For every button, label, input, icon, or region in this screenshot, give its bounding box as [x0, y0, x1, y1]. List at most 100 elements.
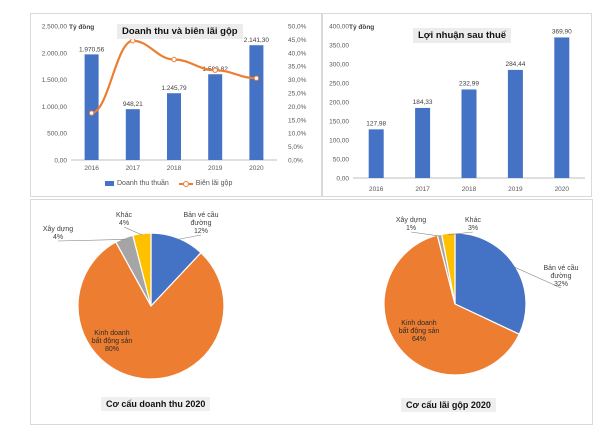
y2-tick-label: 35,0%	[288, 64, 307, 71]
x-tick-label: 2016	[84, 165, 99, 172]
y-tick-label: 0,00	[54, 158, 67, 165]
slice-percent: 12%	[194, 228, 208, 235]
revenue-bar	[167, 93, 181, 160]
y-tick-label: 1.500,00	[42, 77, 68, 84]
revenue-bar	[249, 45, 264, 160]
slice-percent: 3%	[468, 225, 478, 232]
y-tick-label: 350,00	[329, 43, 349, 50]
net-profit-bar	[554, 37, 570, 178]
gross-margin-point	[212, 67, 218, 73]
slice-label: đường	[551, 273, 572, 280]
y-tick-label: 50,00	[333, 157, 350, 164]
y-tick-label: 0,00	[336, 176, 349, 183]
slice-label: Kinh doanh	[401, 320, 437, 327]
x-tick-label: 2019	[208, 165, 223, 172]
x-tick-label: 2017	[415, 186, 430, 193]
leader-line	[177, 234, 202, 240]
bar-value-label: 369,90	[552, 28, 572, 35]
leader-line	[57, 239, 125, 242]
net-profit-bar	[368, 129, 384, 178]
slice-label: Bản vé cầu	[183, 210, 218, 219]
legend-label-margin: Biên lãi gộp	[195, 180, 233, 187]
revenue-margin-chart: 0,00 500,00 1.000,00 1.500,00 2.000,00 2.500,…	[30, 13, 322, 197]
y-tick-label: 250,00	[329, 81, 349, 88]
slice-percent: 1%	[406, 225, 416, 232]
bar-value-label: 2.141,30	[244, 37, 270, 44]
slice-percent: 80%	[105, 346, 119, 353]
y2-tick-label: 40,0%	[288, 50, 307, 57]
y-tick-label: 1.000,00	[42, 104, 68, 111]
bar-value-label: 127,98	[366, 120, 386, 127]
legend-swatch-line	[178, 180, 193, 187]
pie-title-revenue: Cơ cấu doanh thu 2020	[101, 397, 211, 411]
bar-value-label: 1.245,79	[161, 85, 187, 92]
bar-value-label: 948,21	[123, 101, 143, 108]
pie-slice	[77, 241, 225, 380]
y2-tick-label: 20,0%	[288, 104, 307, 111]
revenue-bar	[208, 74, 223, 160]
y-tick-label: 200,00	[329, 100, 349, 107]
leader-line	[123, 226, 143, 236]
pie-slice	[454, 232, 527, 336]
slice-percent: 4%	[53, 234, 63, 241]
pie-charts-panel: Bản vé cầu đường 12% Kinh doanh bất động sản…	[30, 199, 593, 425]
legend-label-revenue: Doanh thu thuần	[117, 180, 169, 187]
net-profit-plot: 0,00 50,00 100,00 150,00 200,00 250,00 300,00 3…	[329, 22, 585, 193]
slice-label: Xây dựng	[43, 226, 73, 233]
pie-slice	[440, 232, 456, 305]
y-tick-label: 150,00	[329, 119, 349, 126]
y-tick-label: 400,00	[329, 24, 349, 31]
y2-tick-label: 25,0%	[288, 91, 307, 98]
bar-value-label: 184,33	[413, 99, 433, 106]
slice-label: đường	[191, 220, 212, 227]
y2-tick-label: 30,0%	[288, 77, 307, 84]
net-profit-bar	[507, 69, 523, 178]
pie-slice	[132, 232, 152, 307]
y2-tick-label: 50,0%	[288, 24, 307, 31]
y2-tick-label: 15,0%	[288, 117, 307, 124]
revenue-bar	[84, 54, 99, 160]
leader-line	[410, 231, 440, 237]
bar-value-label: 1.970,56	[79, 46, 105, 53]
net-profit-bar	[415, 107, 431, 178]
gross-margin-point	[88, 110, 95, 116]
y2-tick-label: 10,0%	[288, 131, 307, 138]
x-tick-label: 2020	[249, 165, 264, 172]
slice-label: bất động sản	[92, 336, 133, 345]
y-tick-label: 100,00	[329, 138, 349, 145]
y-tick-label: 500,00	[47, 131, 67, 138]
y-tick-label: 2.500,00	[42, 24, 68, 31]
net-profit-bar	[461, 89, 477, 178]
slice-percent: 64%	[412, 336, 426, 343]
bar-value-label: 232,99	[459, 80, 479, 87]
slice-label: Xây dựng	[396, 217, 426, 224]
x-tick-label: 2020	[555, 186, 570, 193]
y2-tick-label: 45,0%	[288, 37, 307, 44]
revenue-bar	[125, 109, 140, 160]
leader-line	[513, 266, 562, 289]
revenue-margin-plot: 0,00 500,00 1.000,00 1.500,00 2.000,00 2.500,…	[42, 22, 307, 172]
y-axis-unit: Tỷ đồng	[69, 22, 94, 31]
leader-line	[448, 231, 474, 236]
y-axis-unit: Tỷ đồng	[349, 22, 374, 31]
gross-margin-line	[91, 39, 257, 115]
pie-title-gross-profit: Cơ cấu lãi gộp 2020	[401, 398, 496, 412]
slice-percent: 32%	[554, 281, 568, 288]
net-profit-chart: 0,00 50,00 100,00 150,00 200,00 250,00 300,00 3…	[322, 13, 592, 197]
chart-title: Doanh thu và biên lãi gộp	[117, 24, 243, 39]
legend-swatch-bar	[105, 181, 114, 186]
gross-margin-point	[171, 56, 177, 63]
chart-legend: Doanh thu thuần Biên lãi gộp	[105, 180, 232, 187]
x-tick-label: 2016	[369, 186, 384, 193]
y2-tick-label: 5,0%	[288, 144, 303, 151]
y-tick-label: 300,00	[329, 62, 349, 69]
chart-title: Lợi nhuận sau thuế	[413, 28, 512, 43]
gross-margin-point	[130, 38, 136, 44]
x-tick-label: 2018	[167, 165, 182, 172]
slice-label: Kinh doanh	[94, 330, 130, 337]
slice-label: Khác	[465, 217, 481, 224]
slice-label: Bản vé cầu	[543, 263, 578, 272]
pie-slice	[383, 234, 521, 376]
x-tick-label: 2017	[126, 165, 141, 172]
